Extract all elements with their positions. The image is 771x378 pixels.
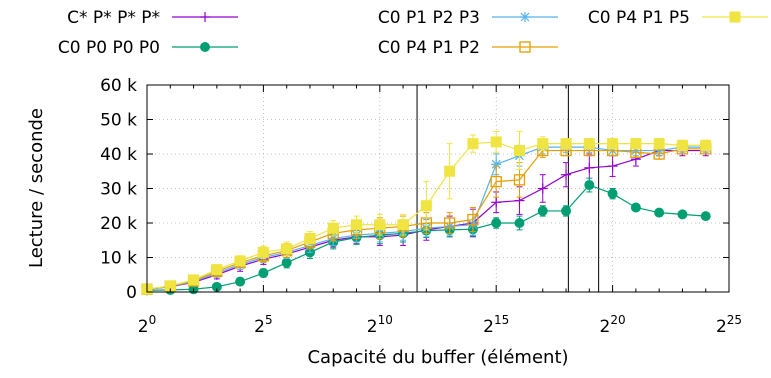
data-point-marker — [630, 202, 641, 213]
data-point-marker — [653, 138, 665, 150]
legend-entry: C0 P0 P0 P0 — [58, 38, 238, 58]
data-point-marker — [235, 276, 246, 287]
data-point-marker — [583, 138, 595, 150]
legend-swatch-marker — [729, 11, 741, 23]
legend-swatch-marker — [519, 41, 531, 53]
legend-entry: C* P* P* P* — [67, 8, 238, 28]
data-point-marker — [700, 139, 712, 151]
series-4 — [141, 131, 712, 295]
y-axis-label: Lecture / seconde — [26, 108, 47, 268]
data-point-marker — [700, 211, 711, 222]
data-point-marker — [537, 205, 548, 216]
x-axis-label: Capacité du buffer (élément) — [307, 347, 568, 368]
data-point-marker — [584, 180, 595, 191]
x-tick-label: 25 — [254, 313, 272, 337]
legend-label: C* P* P* P* — [67, 8, 160, 28]
legend-entry: C0 P1 P2 P3 — [378, 8, 558, 28]
legend-entry: C0 P4 P1 P5 — [588, 8, 768, 28]
data-point-marker — [443, 217, 456, 229]
legend-label: C0 P4 P1 P2 — [378, 38, 480, 58]
legend: C* P* P* P* C0 P0 P0 P0 C0 P1 P2 P3 C0 P4 P… — [58, 8, 768, 58]
data-point-marker — [490, 136, 502, 148]
legend-swatch-marker — [200, 42, 210, 52]
y-tick-label: 30 k — [100, 180, 137, 200]
data-point-marker — [281, 243, 293, 255]
data-point-marker — [258, 268, 269, 279]
data-point-marker — [513, 145, 525, 157]
x-tick-label: 220 — [600, 313, 626, 337]
y-tick-label: 40 k — [100, 145, 137, 165]
legend-swatch-marker — [520, 12, 530, 22]
data-point-marker — [490, 175, 502, 188]
data-point-marker — [513, 174, 526, 186]
y-tick-label: 0 — [126, 283, 137, 303]
data-point-marker — [467, 138, 479, 150]
data-point-marker — [491, 218, 502, 228]
legend-entry: C0 P4 P1 P2 — [378, 38, 558, 58]
y-tick-label: 10 k — [100, 249, 137, 269]
data-point-marker — [188, 274, 200, 286]
data-point-marker — [304, 233, 316, 245]
data-point-marker — [281, 257, 292, 268]
data-point-marker — [560, 138, 572, 150]
data-point-marker — [444, 165, 456, 177]
data-point-marker — [211, 264, 223, 276]
series-layer — [141, 131, 712, 296]
data-point-marker — [327, 222, 339, 234]
y-tick-label: 50 k — [100, 111, 137, 131]
data-point-marker — [630, 138, 642, 150]
data-point-marker — [257, 246, 269, 258]
data-point-marker — [514, 218, 525, 228]
data-point-marker — [537, 138, 549, 150]
legend-label: C0 P0 P0 P0 — [58, 38, 160, 58]
data-point-marker — [654, 207, 665, 218]
x-tick-label: 210 — [367, 313, 393, 337]
data-point-marker — [491, 159, 501, 169]
data-point-marker — [351, 219, 363, 231]
data-point-marker — [607, 138, 619, 150]
data-point-marker — [211, 281, 222, 292]
data-point-marker — [374, 219, 386, 231]
data-point-marker — [561, 205, 572, 216]
data-point-marker — [677, 209, 688, 220]
x-tick-label: 215 — [483, 313, 509, 337]
data-point-marker — [420, 200, 432, 212]
data-point-marker — [607, 188, 618, 199]
data-point-marker — [676, 139, 688, 151]
axis-layer: 0 10 k 20 k 30 k 40 k 50 k 60 k 20 25 210 215 220 22… — [100, 76, 742, 337]
legend-label: C0 P1 P2 P3 — [378, 8, 480, 28]
x-tick-label: 225 — [716, 313, 742, 337]
y-tick-label: 20 k — [100, 214, 137, 234]
legend-label: C0 P4 P1 P5 — [588, 8, 690, 28]
x-tick-label: 20 — [138, 313, 156, 337]
data-point-marker — [234, 255, 246, 267]
data-point-marker — [467, 213, 479, 226]
data-point-marker — [397, 219, 409, 231]
y-tick-label: 60 k — [100, 76, 137, 96]
data-point-marker — [164, 280, 176, 292]
